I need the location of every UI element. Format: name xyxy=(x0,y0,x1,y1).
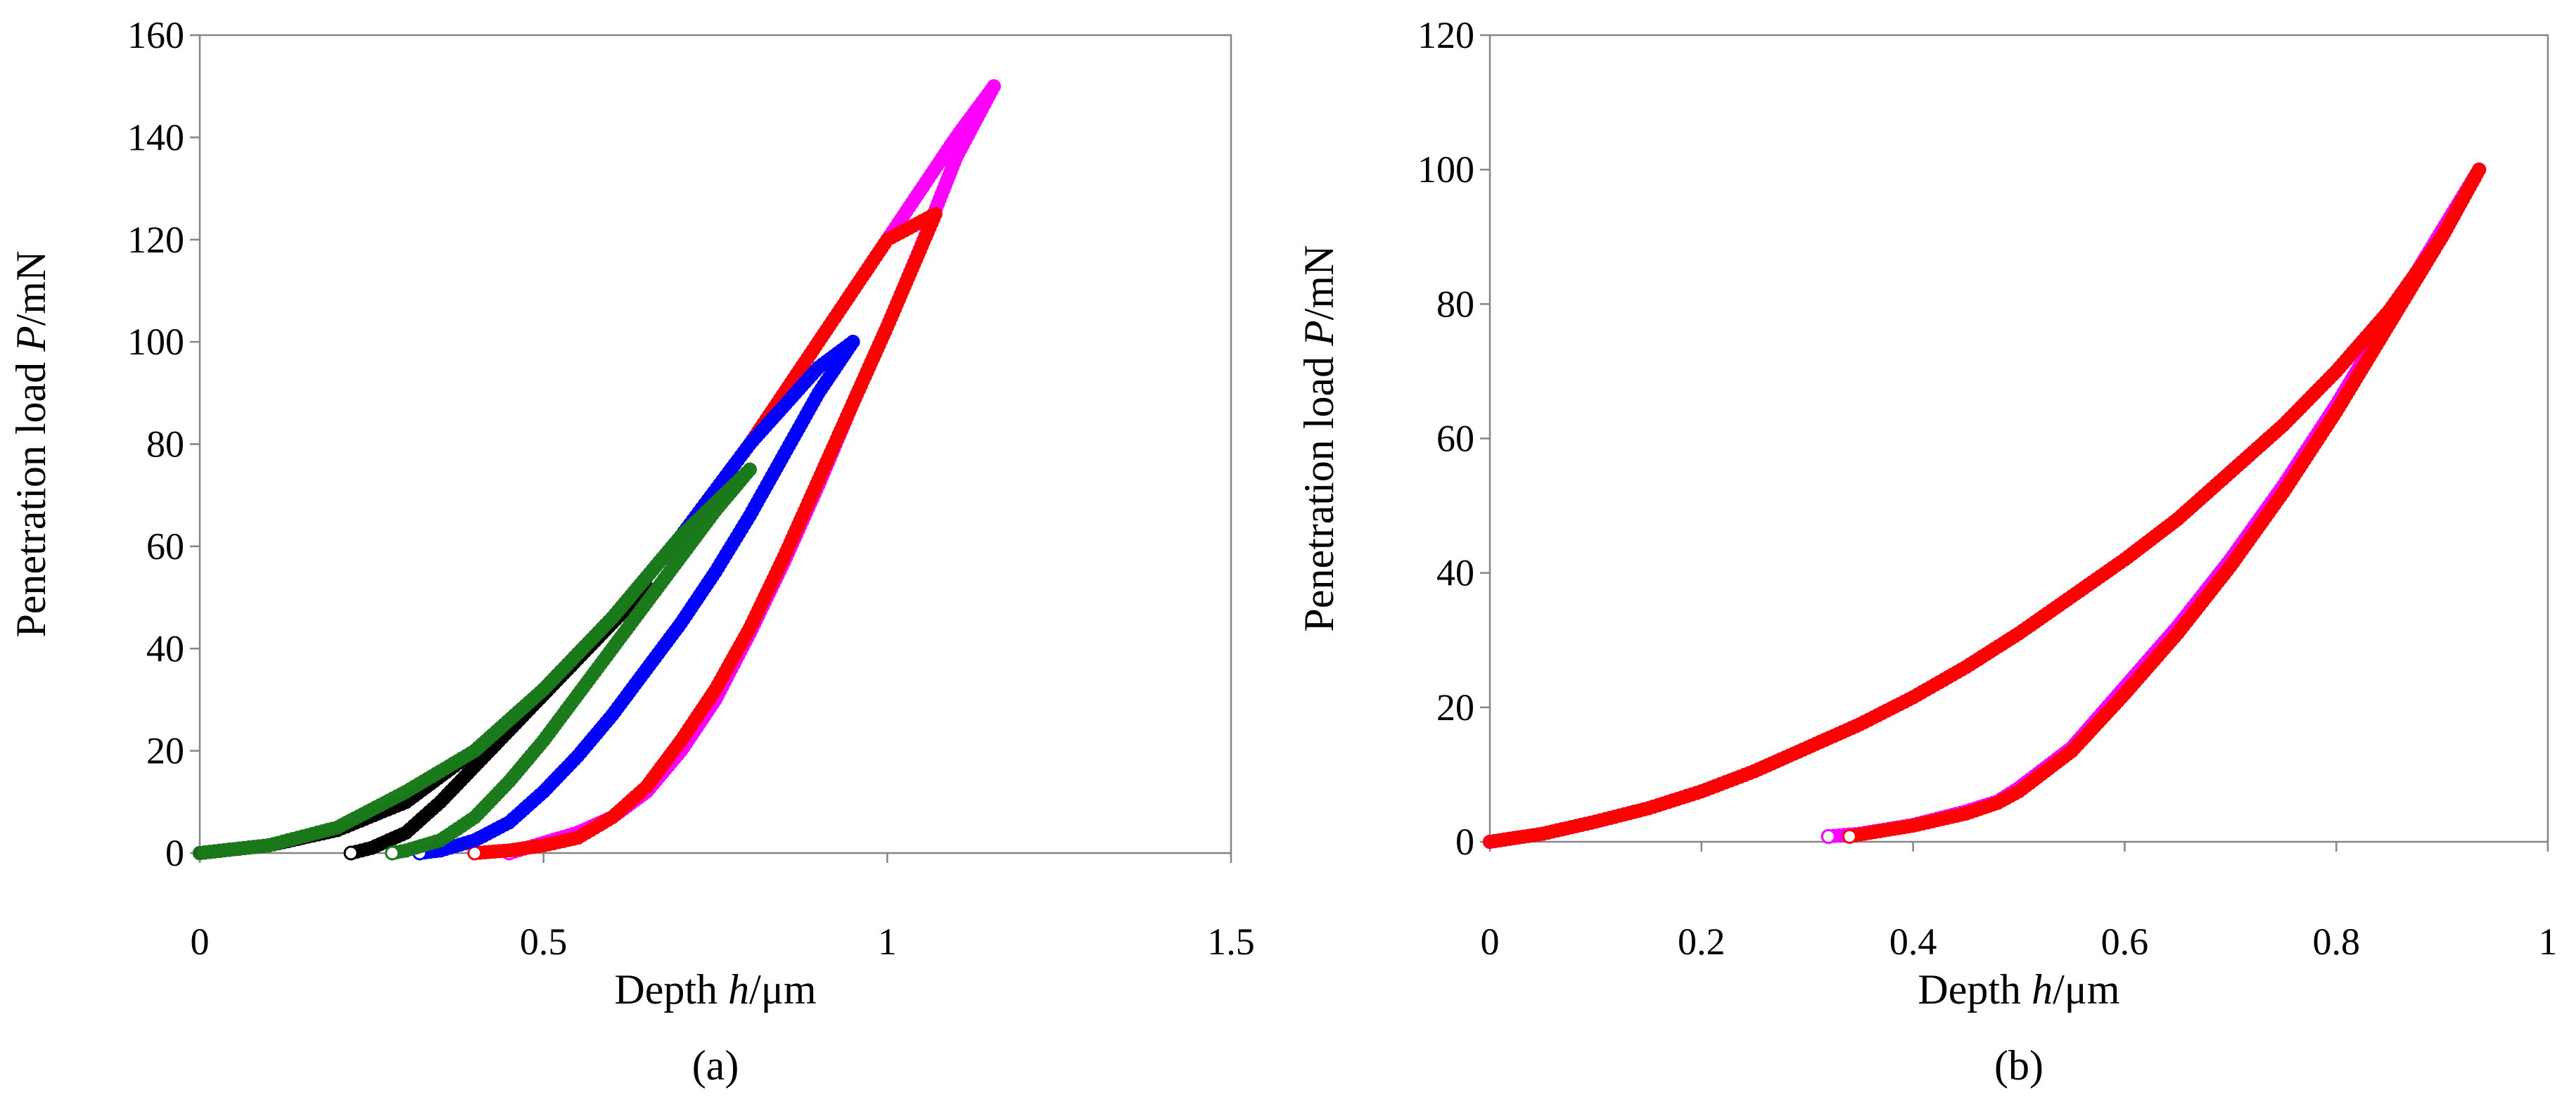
x-tick-label: 0 xyxy=(191,921,210,963)
panel-label: (a) xyxy=(692,1042,739,1089)
x-axis-title-unit: /μm xyxy=(749,966,817,1013)
x-axis-title-text: Depth xyxy=(614,966,728,1013)
series-test-2 xyxy=(1483,162,2487,849)
y-tick-label: 40 xyxy=(1436,552,1474,594)
series-test-3 xyxy=(1483,162,2487,849)
y-tick-label: 140 xyxy=(127,116,184,158)
y-axis-title-text: Penetration load xyxy=(1296,346,1342,632)
y-tick-label: 0 xyxy=(165,832,184,874)
y-tick-label: 120 xyxy=(1417,14,1474,56)
chart-panel-b: 0 20 40 60 80 100 120 0 0.2 0.4 0.6 0.8 1 Penetration… xyxy=(1296,14,2558,1089)
x-axis-title: Depth h/μm xyxy=(614,966,816,1013)
x-tick-label: 0.5 xyxy=(520,921,568,963)
y-tick-label: 80 xyxy=(1436,283,1474,325)
panel-label: (b) xyxy=(1994,1042,2043,1089)
x-tick-label: 0 xyxy=(1481,921,1500,963)
series-75-mn xyxy=(193,462,757,861)
y-tick-label: 0 xyxy=(1455,821,1474,863)
y-tick-label: 60 xyxy=(1436,418,1474,460)
x-tick-label: 0.4 xyxy=(1889,921,1937,963)
x-tick-label: 0.8 xyxy=(2312,921,2360,963)
y-axis-title-unit: /mN xyxy=(1296,245,1342,321)
plot-area-frame xyxy=(198,34,1232,854)
data-point-end xyxy=(343,845,359,861)
y-axis-title: Penetration load P/mN xyxy=(8,251,54,638)
x-axis-title-variable: h xyxy=(728,966,749,1013)
y-tick-label: 100 xyxy=(1417,148,1474,191)
y-tick-label: 60 xyxy=(146,525,184,568)
y-tick-label: 40 xyxy=(146,627,184,669)
plot-area-frame xyxy=(1488,34,2549,843)
x-axis-title-text: Depth xyxy=(1918,966,2032,1013)
data-point-end xyxy=(1821,828,1836,844)
y-tick-label: 160 xyxy=(127,14,184,56)
x-tick-label: 1.5 xyxy=(1207,921,1255,963)
x-tick-label: 0.2 xyxy=(1678,921,1726,963)
y-tick-label: 100 xyxy=(127,321,184,363)
x-axis-title-variable: h xyxy=(2032,966,2053,1013)
y-tick-label: 80 xyxy=(146,423,184,466)
data-point-end xyxy=(1842,828,1857,844)
y-axis-title-variable: P xyxy=(8,326,54,352)
data-point-end xyxy=(385,845,400,861)
y-axis-title-text: Penetration load xyxy=(8,352,54,638)
y-axis-title-unit: /mN xyxy=(8,251,54,326)
y-axis-title-variable: P xyxy=(1296,320,1342,347)
chart-panel-a: 0 20 40 60 80 100 120 140 160 0 0.5 1 1.5 Penetration… xyxy=(8,14,1255,1089)
y-tick-label: 120 xyxy=(127,219,184,261)
y-tick-label: 20 xyxy=(1436,686,1474,729)
x-axis-title: Depth h/μm xyxy=(1918,966,2119,1013)
x-tick-label: 1 xyxy=(878,921,897,963)
series-test-1 xyxy=(1483,162,2487,849)
y-tick-label: 20 xyxy=(146,730,184,772)
series-50-mn xyxy=(193,580,654,861)
x-tick-label: 0.6 xyxy=(2101,921,2149,963)
x-tick-label: 1 xyxy=(2539,921,2558,963)
x-axis-title-unit: /μm xyxy=(2053,966,2120,1013)
y-axis-title: Penetration load P/mN xyxy=(1296,245,1342,632)
